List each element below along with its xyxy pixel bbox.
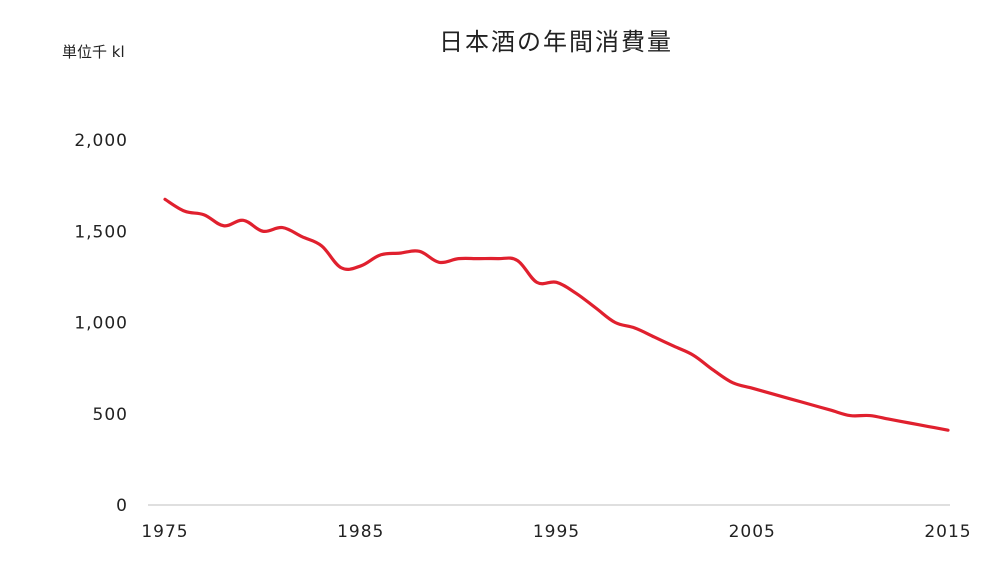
x-axis-ticks: 1975 1985 1995 2005 2015 [141,522,971,542]
y-tick-label: 2,000 [74,131,128,151]
chart-title: 日本酒の年間消費量 [439,28,673,56]
y-tick-label: 1,000 [74,314,128,334]
y-tick-label: 500 [93,405,128,425]
series-layer [163,197,950,432]
x-tick-label: 2005 [729,522,776,542]
y-axis-unit-label: 単位千 kl [62,43,125,61]
x-tick-label: 1975 [141,522,188,542]
y-tick-label: 0 [116,496,128,516]
x-tick-label: 1985 [337,522,384,542]
x-tick-label: 2015 [924,522,971,542]
x-tick-label: 1995 [533,522,580,542]
series-line [163,197,950,432]
y-tick-label: 1,500 [74,222,128,242]
y-axis-ticks: 0 500 1,000 1,500 2,000 [74,131,128,516]
